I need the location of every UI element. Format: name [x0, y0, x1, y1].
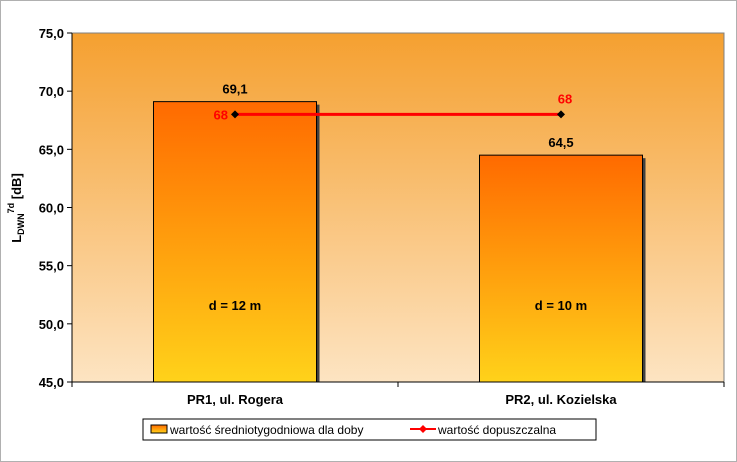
bar-distance-label: d = 12 m [209, 298, 261, 313]
y-tick-label: 55,0 [39, 259, 64, 274]
y-tick-label: 75,0 [39, 26, 64, 41]
y-tick-label: 45,0 [39, 375, 64, 390]
x-category-label: PR1, ul. Rogera [187, 392, 284, 407]
y-axis-label-sub: DWN [16, 213, 26, 235]
y-tick-label: 50,0 [39, 317, 64, 332]
bar-value-label: 69,1 [222, 82, 247, 97]
y-axis-label: LDWN7d [dB] [6, 173, 26, 243]
limit-value-label: 68 [558, 91, 572, 106]
legend-box [142, 418, 597, 441]
limit-marker [557, 110, 565, 119]
y-axis-label-unit: [dB] [9, 173, 24, 203]
y-tick-label: 60,0 [39, 201, 64, 216]
legend-bar-swatch [150, 424, 168, 434]
x-category-label: PR2, ul. Kozielska [505, 392, 617, 407]
bar-value-label: 64,5 [548, 135, 573, 150]
y-axis-label-main: L [9, 235, 24, 243]
limit-value-label: 68 [214, 107, 228, 122]
legend-bar-label: wartość średniotygodniowa dla doby [169, 423, 363, 437]
bar-distance-label: d = 10 m [535, 298, 587, 313]
y-tick-label: 70,0 [39, 84, 64, 99]
y-axis-label-sup: 7d [6, 203, 16, 214]
bar [153, 101, 317, 383]
limit-marker [231, 110, 239, 119]
bar [479, 154, 643, 383]
legend: wartość średniotygodniowa dla doby warto… [142, 418, 597, 441]
legend-line-marker [419, 425, 427, 433]
y-tick-label: 65,0 [39, 142, 64, 157]
legend-line-label: wartość dopuszczalna [437, 423, 556, 437]
